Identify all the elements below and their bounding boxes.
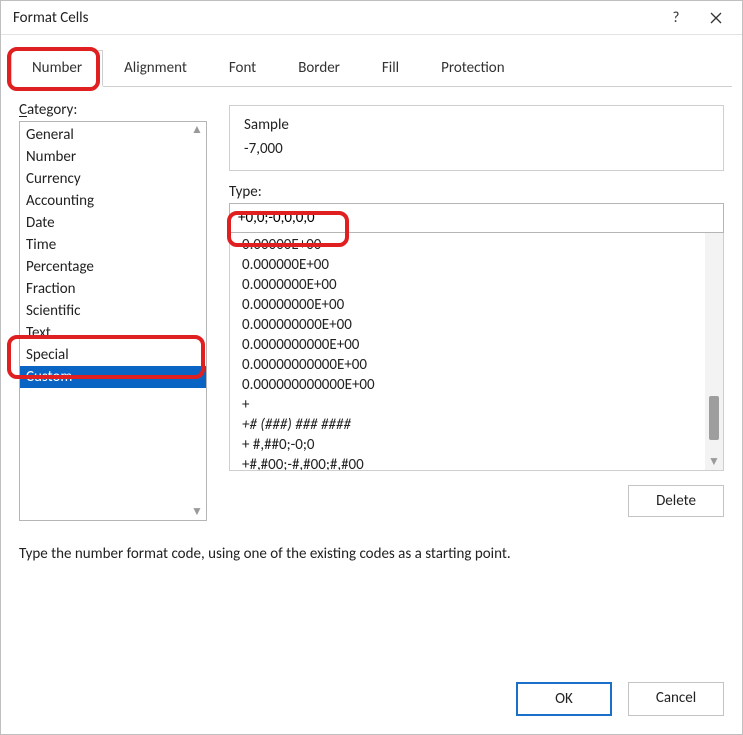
format-code-item[interactable]: 0.0000000E+00 xyxy=(242,275,711,295)
tab-fill[interactable]: Fill xyxy=(361,50,420,87)
format-code-item[interactable]: 0.000000000000E+00 xyxy=(242,375,711,395)
format-code-item[interactable]: +# (###) ### #### xyxy=(242,415,711,435)
format-code-item[interactable]: 0.000000000E+00 xyxy=(242,315,711,335)
format-code-listbox[interactable]: 0.00000E+000.000000E+000.0000000E+000.00… xyxy=(229,233,724,471)
tab-protection[interactable]: Protection xyxy=(420,50,525,87)
delete-button[interactable]: Delete xyxy=(628,485,724,517)
category-item[interactable]: Time xyxy=(20,234,206,256)
category-item[interactable]: Custom xyxy=(20,366,206,388)
titlebar: Format Cells ? xyxy=(1,1,742,35)
scroll-up-icon: ▲ xyxy=(191,124,203,136)
footer: OK Cancel xyxy=(1,664,742,734)
scroll-down-icon: ▼ xyxy=(191,506,203,518)
close-icon xyxy=(710,12,722,24)
type-label: Type: xyxy=(229,183,724,201)
cancel-button[interactable]: Cancel xyxy=(628,682,724,716)
ok-button[interactable]: OK xyxy=(516,682,612,716)
right-column: Sample -7,000 Type: 0.00000E+000.000000E… xyxy=(229,101,724,521)
format-code-item[interactable]: 0.00000E+00 xyxy=(242,235,711,255)
format-cells-dialog: Format Cells ? NumberAlignmentFontBorder… xyxy=(0,0,743,735)
format-scrollbar[interactable]: ▼ xyxy=(705,233,723,470)
category-item[interactable]: Text xyxy=(20,322,206,344)
window-title: Format Cells xyxy=(13,9,656,27)
tab-alignment[interactable]: Alignment xyxy=(103,50,208,87)
sample-group: Sample -7,000 xyxy=(229,105,724,171)
category-listbox[interactable]: GeneralNumberCurrencyAccountingDateTimeP… xyxy=(19,121,207,521)
category-label: Category: xyxy=(19,101,207,119)
format-code-item[interactable]: 0.00000000E+00 xyxy=(242,295,711,315)
scrollbar-thumb[interactable] xyxy=(709,396,719,440)
format-code-item[interactable]: + #,##0;-0;0 xyxy=(242,435,711,455)
category-item[interactable]: Number xyxy=(20,146,206,168)
format-code-item[interactable]: 0.000000E+00 xyxy=(242,255,711,275)
category-item[interactable]: Currency xyxy=(20,168,206,190)
close-button[interactable] xyxy=(696,4,736,32)
hint-text: Type the number format code, using one o… xyxy=(19,545,724,563)
format-code-item[interactable]: + xyxy=(242,395,711,415)
sample-label: Sample xyxy=(244,116,709,134)
category-column: Category: GeneralNumberCurrencyAccountin… xyxy=(19,101,207,521)
delete-row: Delete xyxy=(229,485,724,517)
category-scrollbar[interactable]: ▲ ▼ xyxy=(188,122,206,520)
tabs-container: NumberAlignmentFontBorderFillProtection xyxy=(1,35,742,87)
scroll-down-icon: ▼ xyxy=(708,456,720,468)
category-item[interactable]: General xyxy=(20,124,206,146)
category-item[interactable]: Percentage xyxy=(20,256,206,278)
category-item[interactable]: Accounting xyxy=(20,190,206,212)
sample-value: -7,000 xyxy=(244,140,709,158)
format-code-item[interactable]: 0.0000000000E+00 xyxy=(242,335,711,355)
category-item[interactable]: Special xyxy=(20,344,206,366)
format-code-item[interactable]: 0.00000000000E+00 xyxy=(242,355,711,375)
format-code-item[interactable]: +#,#00;-#,#00;#,#00 xyxy=(242,455,711,471)
help-button[interactable]: ? xyxy=(656,4,696,32)
category-item[interactable]: Scientific xyxy=(20,300,206,322)
category-item[interactable]: Fraction xyxy=(20,278,206,300)
dialog-body: Category: GeneralNumberCurrencyAccountin… xyxy=(1,87,742,664)
tab-number[interactable]: Number xyxy=(11,50,103,87)
content-row: Category: GeneralNumberCurrencyAccountin… xyxy=(19,101,724,521)
tab-border[interactable]: Border xyxy=(277,50,361,87)
tab-font[interactable]: Font xyxy=(208,50,277,87)
type-input[interactable] xyxy=(229,203,724,233)
category-item[interactable]: Date xyxy=(20,212,206,234)
